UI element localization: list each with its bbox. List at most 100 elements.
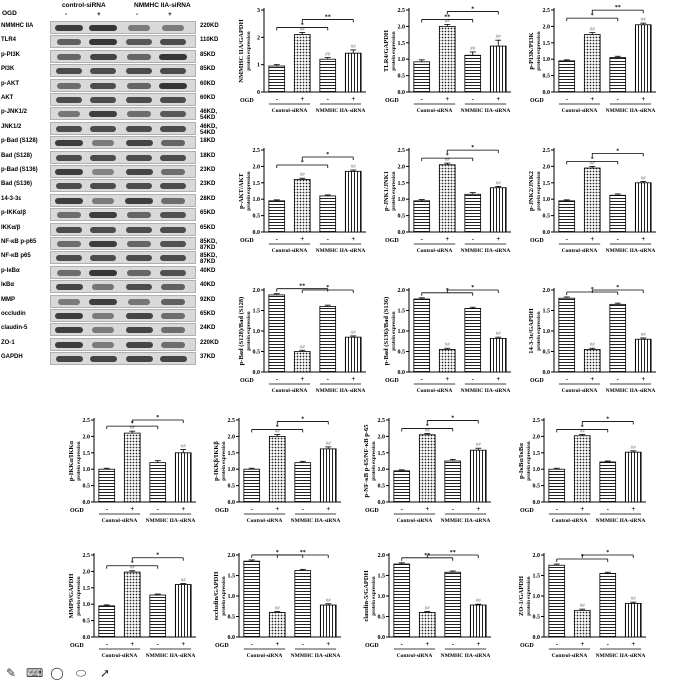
keyboard-icon[interactable]: ⌨: [26, 666, 44, 680]
blot-row: NMMHC IIA 220KD: [0, 20, 230, 36]
group-label: NMMHC IIA-siRNA: [316, 108, 366, 114]
ogd-sign: -: [472, 95, 475, 103]
ogd-sign: +: [590, 375, 594, 383]
blot-protein-label: p-Bad (S128): [1, 138, 38, 145]
ogd-sign: +: [496, 235, 500, 243]
blot-protein-label: JNK1/2: [1, 123, 22, 130]
group-label: Control-siRNA: [417, 248, 453, 254]
blot-kd-label: 18KD: [200, 138, 216, 145]
significance-hash-label: ##: [130, 566, 136, 571]
blot-band: [55, 154, 83, 161]
blot-band: [159, 39, 187, 46]
blot-kd-label: 28KD: [200, 195, 216, 202]
ogd-row-label: OGD: [520, 508, 534, 514]
group-label: NMMHC IIA-siRNA: [291, 518, 341, 524]
ogd-sign: +: [326, 505, 330, 513]
y-axis-label: 14-3-3ε/GAPDH: [528, 308, 535, 353]
blot-protein-label: p-AKT: [1, 80, 19, 87]
bar: [268, 294, 286, 373]
blot-band: [89, 68, 117, 75]
group-label: NMMHC IIA-siRNA: [441, 518, 491, 524]
blot-band: [125, 327, 153, 334]
blot-protein-label: AKT: [1, 95, 14, 101]
lasso-icon[interactable]: ◯: [50, 666, 64, 680]
bar: [418, 612, 436, 638]
bar: [319, 604, 337, 638]
ogd-sign: +: [496, 95, 500, 103]
bar: [548, 564, 566, 638]
blot-row: JNK1/2 46KD, 54KD: [0, 121, 230, 137]
blot-kd-label: 65KD: [200, 224, 216, 231]
blot-band: [89, 212, 117, 219]
pencil-icon[interactable]: ✎: [5, 666, 17, 680]
blot-band: [55, 255, 83, 262]
significance-label: *: [426, 423, 429, 429]
blot-protein-label: p-PI3K: [1, 51, 21, 58]
bar: [634, 338, 652, 373]
bar-chart-svg: 0.0 0.5 1.0 1.5 2.0 2.5 MMP9/GAPDH protein expr…: [68, 553, 196, 659]
ogd-sign: +: [300, 235, 304, 243]
y-tick-label: 0.5: [543, 350, 551, 356]
ogd-label: OGD: [2, 10, 17, 17]
bar: [243, 468, 261, 503]
blot-row: claudin-5 24KD: [0, 322, 230, 338]
blot-protein-label: p-Bad (S136): [1, 167, 38, 173]
ogd-sign: +: [641, 95, 645, 103]
bar: [558, 297, 576, 373]
ogd-sign: +: [445, 95, 449, 103]
ogd-sign: -: [421, 95, 424, 103]
blot-strip: [50, 121, 196, 135]
blot-protein-label: Bad (S136): [1, 181, 33, 188]
group-label: Control-siRNA: [102, 653, 138, 659]
y-tick-label: 1.0: [83, 602, 91, 608]
y-tick-label: 2.0: [533, 553, 541, 559]
blot-protein-label: occludin: [1, 311, 26, 317]
blot-band: [125, 169, 153, 175]
y-axis-label: p-Bad (S136)/Bad (S136): [383, 297, 390, 366]
ogd-row-label: OGD: [240, 238, 254, 244]
bar-chart-svg: 0.0 0.5 1.0 1.5 2.0 2.5 TLR4/GAPDH protein expr…: [383, 6, 511, 114]
bar-chart-svg: 0.0 0.5 1.0 1.5 2.0 claudin-5/GAPDH protein ex…: [363, 550, 491, 659]
ogd-sign: -: [276, 235, 279, 243]
eraser-icon[interactable]: ⬭: [75, 666, 87, 680]
significance-hash-label: ##: [181, 579, 187, 584]
blot-row: Bad (S128) 18KD: [0, 150, 230, 166]
significance-label: *: [326, 285, 329, 291]
significance-hash-label: ##: [496, 35, 502, 40]
blot-row: occludin 65KD: [0, 308, 230, 324]
y-axis-sublabel: protein expression: [392, 31, 397, 70]
group-label: NMMHC IIA-siRNA: [606, 108, 656, 114]
significance-hash-label: ##: [470, 47, 476, 52]
ogd-row-label: OGD: [385, 98, 399, 104]
bar: [418, 434, 436, 503]
blot-band: [91, 197, 115, 204]
bar: [583, 167, 601, 233]
blot-kd-label: 60KD: [200, 80, 216, 87]
pointer-icon[interactable]: ➚: [99, 666, 111, 680]
y-tick-label: 0.5: [543, 74, 551, 80]
group-control-label: control-siRNA: [62, 2, 106, 9]
bar-chart-svg: 0.0 0.5 1.0 1.5 2.0 2.5 p-IKKβ/IKKβ protein exp…: [213, 416, 341, 524]
group-label: Control-siRNA: [417, 388, 453, 394]
bar-chart: 0.0 0.5 1.0 1.5 2.0 ZO-1/GAPDH protein express…: [510, 545, 650, 675]
ogd-sign: +: [445, 375, 449, 383]
blot-band: [125, 68, 153, 75]
ogd-sign: +: [641, 375, 645, 383]
ogd-sign: -: [65, 11, 68, 18]
y-axis-label: p-IκBα/IκBα: [518, 443, 525, 479]
ogd-sign: +: [168, 11, 172, 18]
bar: [268, 65, 286, 93]
bar-chart: 0 1 2 3 NMMHC IIA/GAPDH protein expression ## #…: [230, 0, 370, 130]
y-axis-sublabel: protein expression: [372, 576, 377, 615]
blot-kd-label: 65KD: [200, 210, 216, 217]
blot-kd-label: 23KD: [200, 167, 216, 173]
y-tick-label: 0.0: [83, 500, 91, 506]
significance-label: *: [131, 561, 134, 567]
y-axis-sublabel: protein expression: [392, 311, 397, 350]
significance-label: **: [300, 550, 306, 556]
y-axis-label: claudin-5/GAPDH: [363, 570, 370, 621]
bar-chart-svg: 0.0 0.5 1.0 1.5 2.0 2.5 p-IκBα/IκBα protein exp…: [518, 416, 646, 524]
bar: [294, 570, 312, 638]
ogd-sign: -: [302, 505, 305, 513]
group-label: Control-siRNA: [397, 653, 433, 659]
